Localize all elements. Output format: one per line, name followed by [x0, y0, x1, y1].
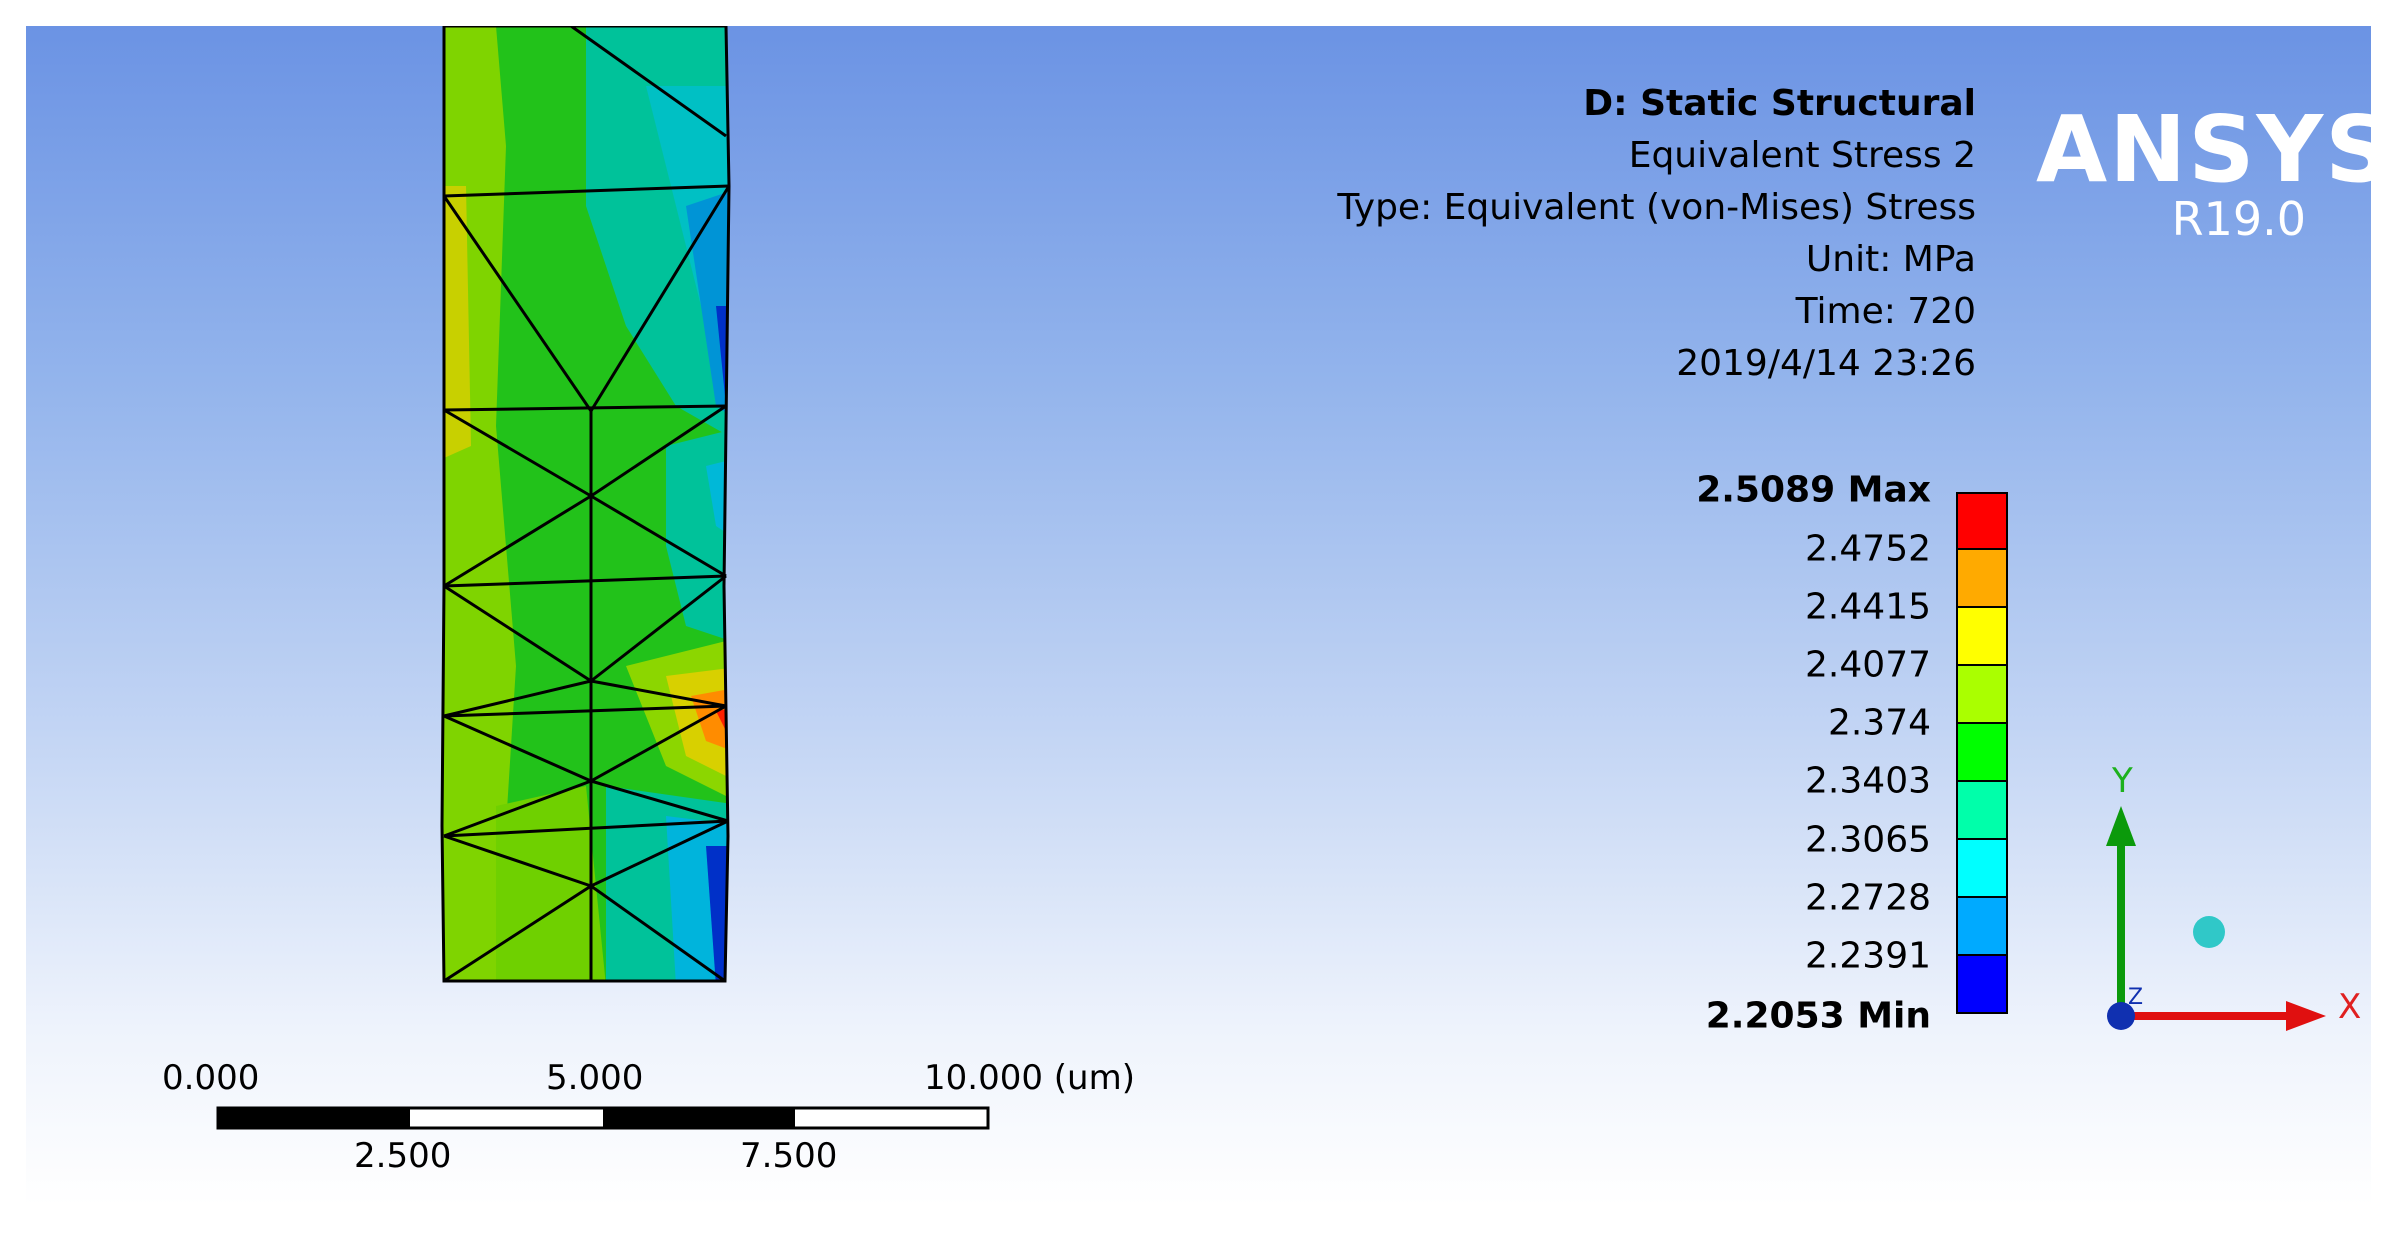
x-axis-arrowhead — [2286, 1001, 2326, 1031]
legend-swatch — [1956, 724, 2008, 782]
legend-min: 2.2053 Min — [1705, 995, 1931, 1037]
legend-swatch — [1956, 956, 2008, 1014]
y-axis-arrowhead — [2106, 806, 2136, 846]
legend-level: 2.2391 — [1805, 935, 1931, 977]
analysis-title: D: Static Structural — [1583, 83, 1976, 124]
result-details: D: Static Structural Equivalent Stress 2… — [1337, 78, 1976, 390]
legend-swatch — [1956, 898, 2008, 956]
legend-level: 2.4415 — [1805, 586, 1931, 628]
x-axis-label: X — [2338, 987, 2361, 1027]
result-name: Equivalent Stress 2 — [1628, 135, 1976, 176]
isometric-view-ball[interactable] — [2193, 916, 2225, 948]
result-unit: Unit: MPa — [1805, 239, 1976, 280]
legend-swatch — [1956, 666, 2008, 724]
scale-label: 7.500 — [740, 1136, 838, 1176]
z-axis-label: Z — [2128, 985, 2143, 1010]
legend-level: 2.4752 — [1805, 528, 1931, 570]
legend-swatch — [1956, 840, 2008, 898]
scale-ruler — [216, 1106, 990, 1130]
legend-level: 2.3065 — [1805, 819, 1931, 861]
scale-label: 0.000 — [162, 1058, 260, 1098]
scale-label: 2.500 — [354, 1136, 452, 1176]
y-axis-label: Y — [2111, 766, 2133, 801]
legend-level: 2.2728 — [1805, 877, 1931, 919]
mesh-model[interactable] — [26, 26, 2371, 1206]
legend-swatch — [1956, 782, 2008, 840]
legend-swatch — [1956, 608, 2008, 666]
logo-version: R19.0 — [2171, 192, 2306, 246]
legend-max: 2.5089 Max — [1696, 469, 1931, 511]
legend-level: 2.3403 — [1805, 760, 1931, 802]
z-axis-dot — [2107, 1002, 2135, 1030]
result-date: 2019/4/14 23:26 — [1676, 343, 1976, 384]
legend-level: 2.374 — [1827, 702, 1931, 744]
graphics-viewport[interactable]: D: Static Structural Equivalent Stress 2… — [26, 26, 2371, 1206]
logo-brand: ANSYS — [2036, 96, 2371, 203]
axis-triad[interactable]: Y X Z — [2046, 766, 2366, 1086]
legend-swatch — [1956, 550, 2008, 608]
legend-swatch — [1956, 492, 2008, 550]
scale-label: 10.000 (um) — [924, 1058, 1135, 1098]
scale-label: 5.000 — [546, 1058, 644, 1098]
stress-contours — [442, 26, 729, 981]
result-time: Time: 720 — [1795, 291, 1976, 332]
color-legend-bar[interactable] — [1956, 492, 2008, 1014]
mesh-lines — [440, 26, 731, 983]
legend-level: 2.4077 — [1805, 644, 1931, 686]
result-type: Type: Equivalent (von-Mises) Stress — [1337, 187, 1976, 228]
ansys-logo: ANSYS R19.0 — [2036, 96, 2371, 246]
